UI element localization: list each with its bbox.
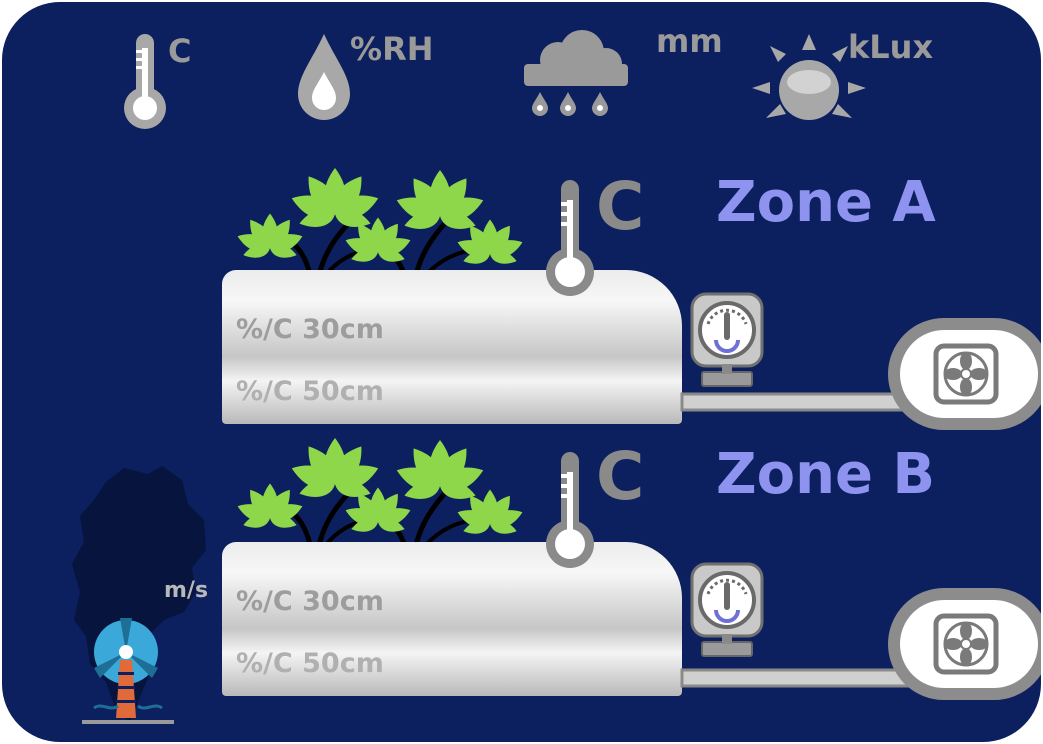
wind-turbine-icon [82, 618, 174, 724]
zone-a-sensor-50cm: %/C 50cm [236, 376, 384, 407]
thermometer-icon [124, 34, 166, 129]
zone-b-temperature-unit: C [596, 438, 645, 515]
zone-a-soil-bed [222, 270, 682, 424]
zone-b-sensor-30cm: %/C 30cm [236, 586, 384, 617]
zone-b-pipe [680, 668, 914, 688]
zone-b-title: Zone B [716, 442, 936, 507]
rain-cloud-icon [524, 30, 628, 116]
fan-icon [894, 594, 1041, 694]
zone-b-sensor-50cm: %/C 50cm [236, 648, 384, 679]
zone-a-sensor-30cm: %/C 30cm [236, 314, 384, 345]
zone-a-temperature-unit: C [596, 168, 645, 245]
raindrop-icon [298, 34, 350, 120]
wind-speed-unit: m/s [164, 578, 209, 603]
zone-a-pipe [680, 392, 914, 412]
zone-a-title: Zone A [716, 170, 936, 235]
humidity-unit: %RH [350, 30, 434, 68]
fan-icon [894, 324, 1041, 424]
rainfall-unit: mm [656, 22, 723, 60]
pressure-gauge-icon [690, 562, 764, 658]
light-unit: kLux [848, 28, 934, 66]
pressure-gauge-icon [690, 292, 764, 388]
temperature-unit: C [168, 32, 192, 70]
sun-icon [752, 34, 866, 120]
zone-b-soil-bed [222, 542, 682, 696]
